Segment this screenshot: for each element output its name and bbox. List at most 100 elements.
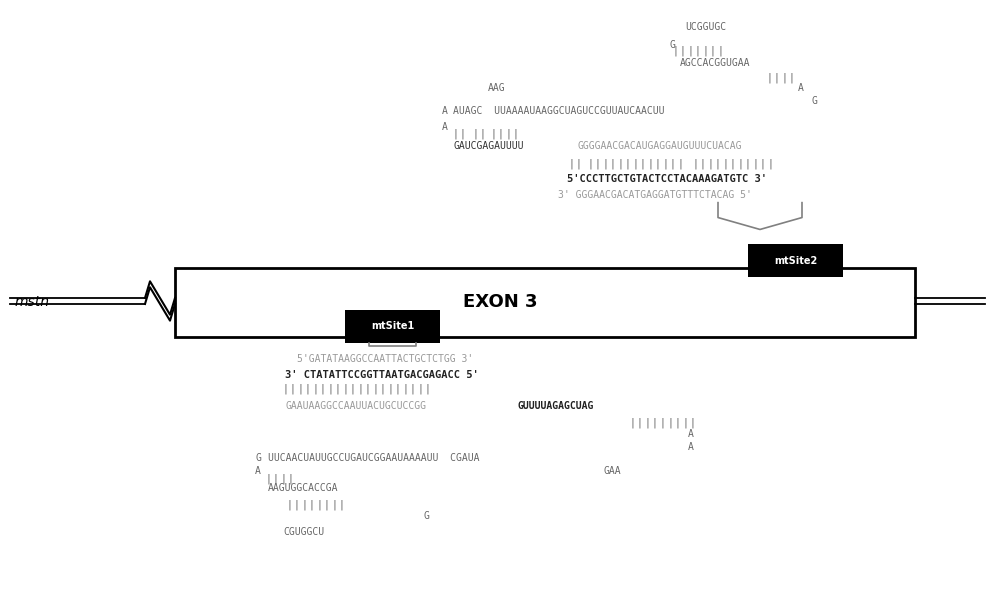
Text: |: | xyxy=(357,383,363,394)
Text: |: | xyxy=(637,418,642,429)
Text: |: | xyxy=(730,159,735,169)
Text: |: | xyxy=(513,129,518,139)
Text: |: | xyxy=(301,499,307,510)
Text: |: | xyxy=(595,159,600,169)
Text: |: | xyxy=(576,159,581,169)
Text: |: | xyxy=(625,159,630,169)
Text: mtSite1: mtSite1 xyxy=(371,321,414,331)
Text: |: | xyxy=(286,499,292,510)
Text: A: A xyxy=(688,442,694,452)
Text: UCGGUGC: UCGGUGC xyxy=(685,22,726,32)
Text: A: A xyxy=(442,107,448,116)
Text: |: | xyxy=(652,418,657,429)
Text: |: | xyxy=(365,383,370,394)
Text: A: A xyxy=(442,122,448,132)
Text: |: | xyxy=(690,418,695,429)
Text: |: | xyxy=(480,129,485,139)
Text: |: | xyxy=(402,383,408,394)
Text: |: | xyxy=(667,418,673,429)
Text: |: | xyxy=(707,159,713,169)
Text: AAG: AAG xyxy=(488,83,506,92)
Text: |: | xyxy=(702,45,708,56)
Text: GUUUUAGAGCUAG: GUUUUAGAGCUAG xyxy=(518,402,594,411)
Text: |: | xyxy=(342,383,348,394)
Text: A: A xyxy=(688,429,694,439)
Text: EXON 3: EXON 3 xyxy=(463,293,537,311)
Text: |: | xyxy=(715,159,720,169)
Text: |: | xyxy=(640,159,645,169)
Text: |: | xyxy=(309,499,314,510)
Text: GGGGAACGACAUGAGGAUGUUUCUACAG: GGGGAACGACAUGAGGAUGUUUCUACAG xyxy=(578,141,742,151)
Text: UUCAACUAUUGCCUGAUCGGAAUAAAAUU  CGAUA: UUCAACUAUUGCCUGAUCGGAAUAAAAUU CGAUA xyxy=(268,453,480,462)
Text: |: | xyxy=(752,159,758,169)
Text: |: | xyxy=(568,159,574,169)
Text: |: | xyxy=(675,418,680,429)
Text: 5'GATATAAGGCCAATTACTGCTCTGG 3': 5'GATATAAGGCCAATTACTGCTCTGG 3' xyxy=(297,355,473,364)
Text: |: | xyxy=(774,72,779,83)
Text: G: G xyxy=(255,453,261,462)
Text: |: | xyxy=(417,383,423,394)
Text: |: | xyxy=(331,499,337,510)
Text: |: | xyxy=(312,383,318,394)
Text: |: | xyxy=(672,45,678,56)
Text: |: | xyxy=(682,418,688,429)
Text: |: | xyxy=(372,383,378,394)
Text: |: | xyxy=(460,129,465,139)
Text: |: | xyxy=(320,383,325,394)
Text: |: | xyxy=(632,159,638,169)
Text: |: | xyxy=(387,383,393,394)
Text: |: | xyxy=(490,129,496,139)
Text: 3' CTATATTCCGGTTAATGACGAGACC 5': 3' CTATATTCCGGTTAATGACGAGACC 5' xyxy=(285,371,479,380)
Text: AGCCACGGUGAA: AGCCACGGUGAA xyxy=(680,58,750,67)
Text: |: | xyxy=(766,72,772,83)
Text: |: | xyxy=(380,383,385,394)
Text: |: | xyxy=(677,159,683,169)
Text: |: | xyxy=(327,383,333,394)
Text: |: | xyxy=(288,473,293,484)
Text: |: | xyxy=(273,473,278,484)
Text: |: | xyxy=(297,383,303,394)
Text: |: | xyxy=(629,418,635,429)
Text: |: | xyxy=(789,72,794,83)
Text: |: | xyxy=(265,473,271,484)
Text: mtSite2: mtSite2 xyxy=(774,256,817,266)
Text: |: | xyxy=(282,383,288,394)
Text: |: | xyxy=(767,159,773,169)
Text: |: | xyxy=(395,383,400,394)
Text: |: | xyxy=(737,159,743,169)
Text: |: | xyxy=(717,45,723,56)
Text: |: | xyxy=(655,159,660,169)
Text: |: | xyxy=(587,159,593,169)
Text: |: | xyxy=(505,129,511,139)
Bar xyxy=(345,310,440,343)
Text: |: | xyxy=(659,418,665,429)
Text: |: | xyxy=(760,159,765,169)
Bar xyxy=(748,244,843,277)
Text: CGUGGCU: CGUGGCU xyxy=(283,527,324,536)
Text: |: | xyxy=(745,159,750,169)
Text: |: | xyxy=(280,473,286,484)
Text: A: A xyxy=(798,83,804,92)
Text: |: | xyxy=(710,45,715,56)
Text: |: | xyxy=(294,499,299,510)
Text: AUAGC  UUAAAAUAAGGCUAGUCCGUUAUCAACUU: AUAGC UUAAAAUAAGGCUAGUCCGUUAUCAACUU xyxy=(453,107,664,116)
Text: 3' GGGAACGACATGAGGATGTTTCTACAG 5': 3' GGGAACGACATGAGGATGTTTCTACAG 5' xyxy=(558,191,752,200)
Text: |: | xyxy=(410,383,415,394)
Text: |: | xyxy=(781,72,787,83)
Text: |: | xyxy=(472,129,478,139)
Text: |: | xyxy=(680,45,685,56)
Text: |: | xyxy=(617,159,623,169)
Text: |: | xyxy=(602,159,608,169)
Text: |: | xyxy=(700,159,705,169)
Text: AAGUGGCACCGA: AAGUGGCACCGA xyxy=(268,483,338,492)
Text: |: | xyxy=(695,45,700,56)
Text: |: | xyxy=(610,159,615,169)
Bar xyxy=(175,268,915,337)
Text: |: | xyxy=(722,159,728,169)
Text: G: G xyxy=(670,40,676,49)
Text: |: | xyxy=(350,383,355,394)
Text: |: | xyxy=(647,159,653,169)
Text: |: | xyxy=(692,159,698,169)
Text: |: | xyxy=(335,383,340,394)
Text: |: | xyxy=(498,129,503,139)
